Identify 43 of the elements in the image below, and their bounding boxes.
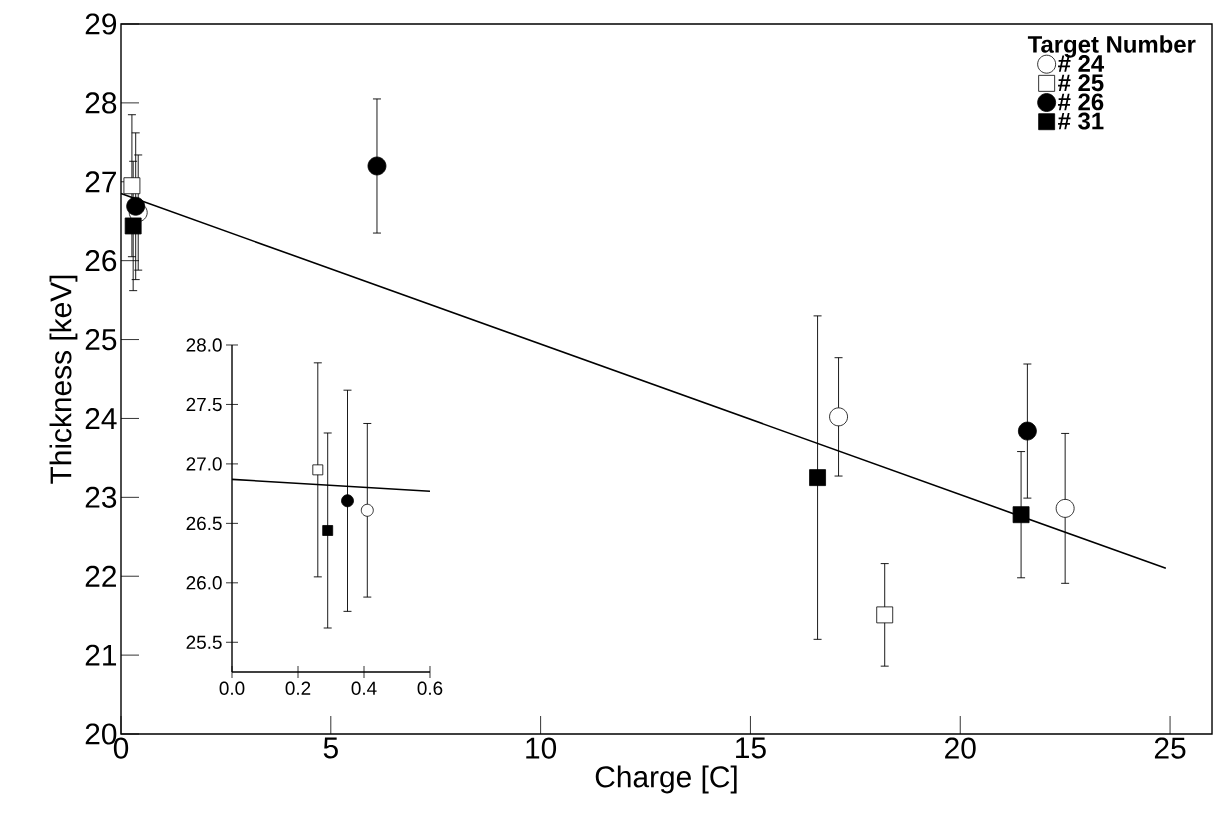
y-tick-label: 26 bbox=[85, 250, 117, 272]
point bbox=[123, 177, 141, 195]
x-axis-title: Charge [C] bbox=[595, 765, 737, 794]
y-tick-label: 24 bbox=[85, 408, 117, 429]
legend-label: # 31 bbox=[1058, 112, 1104, 130]
x-tick-label: 0.4 bbox=[351, 681, 377, 695]
y-tick-label: 23 bbox=[85, 486, 117, 508]
x-tick-label: 10 bbox=[526, 737, 557, 759]
y-tick-label: 26.0 bbox=[186, 576, 222, 590]
y-tick-label: 28.0 bbox=[186, 338, 222, 352]
x-tick-label: 0.2 bbox=[285, 681, 311, 695]
legend-label: # 25 bbox=[1058, 74, 1104, 92]
point bbox=[322, 525, 334, 536]
y-tick-label: 26.5 bbox=[186, 516, 222, 531]
y-tick-label: 27.0 bbox=[186, 457, 222, 471]
point bbox=[1012, 506, 1030, 524]
x-tick-label: 15 bbox=[736, 737, 766, 759]
y-tick-label: 21 bbox=[85, 644, 117, 666]
point bbox=[876, 606, 894, 624]
y-tick-label: 27.5 bbox=[186, 397, 222, 412]
y-tick-label: 29 bbox=[85, 13, 117, 35]
x-tick-label: 25 bbox=[1154, 737, 1186, 759]
x-tick-label: 20 bbox=[945, 737, 976, 759]
point bbox=[829, 407, 848, 427]
y-tick-label: 27 bbox=[85, 171, 116, 193]
point bbox=[124, 217, 142, 235]
point bbox=[360, 503, 374, 517]
point bbox=[1017, 421, 1037, 441]
x-tick-label: 0.6 bbox=[417, 681, 443, 695]
point bbox=[312, 464, 324, 476]
legend-label: # 26 bbox=[1058, 93, 1104, 111]
point bbox=[809, 469, 826, 487]
point bbox=[367, 156, 387, 176]
x-tick-label: 5 bbox=[323, 737, 338, 759]
y-tick-label: 22 bbox=[85, 565, 116, 587]
y-axis-title: Thickness [keV] bbox=[49, 275, 78, 484]
point bbox=[126, 196, 146, 216]
x-tick-label: 0.0 bbox=[219, 681, 245, 695]
point bbox=[341, 494, 354, 508]
y-tick-label: 25 bbox=[85, 328, 117, 351]
y-tick-label: 28 bbox=[85, 92, 117, 114]
y-tick-label: 25.5 bbox=[186, 635, 222, 649]
point bbox=[1055, 498, 1075, 518]
